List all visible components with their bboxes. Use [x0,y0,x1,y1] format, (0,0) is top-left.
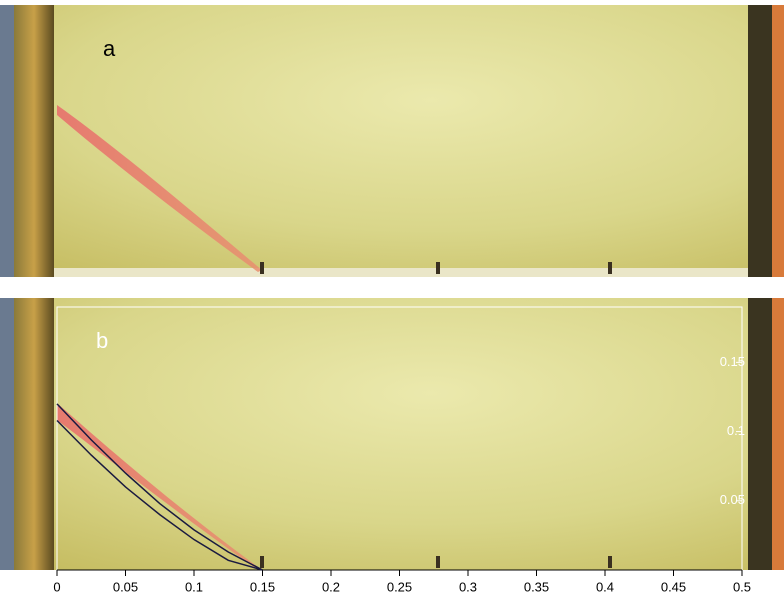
y-tick-label: 0.15 [720,354,745,369]
x-tick-label: 0.35 [524,579,549,594]
x-tick-label: 0.05 [113,579,138,594]
y-tick-label: 0.05 [720,492,745,507]
x-tick-label: 0 [53,579,60,594]
y-tick-label: 0.1 [727,423,745,438]
panel-label: a [103,36,116,61]
curve [56,403,263,571]
photo-b: b [0,298,784,571]
x-tick-label: 0.2 [322,579,340,594]
x-tick-label: 0.15 [250,579,275,594]
x-tick-label: 0.3 [459,579,477,594]
curve [56,419,263,571]
x-tick-label: 0.25 [387,579,412,594]
plot-b: 0 0.05 0.1 0.15 0.2 0.25 0.3 0.35 0.4 0.45 0.5 0.05… [53,354,751,595]
x-tick-label: 0.4 [596,579,614,594]
x-tick-label: 0.5 [733,579,751,594]
x-tick-label: 0.1 [185,579,203,594]
panel-label: b [96,328,108,353]
photo-a: a [0,5,784,277]
x-tick-label: 0.45 [661,579,686,594]
